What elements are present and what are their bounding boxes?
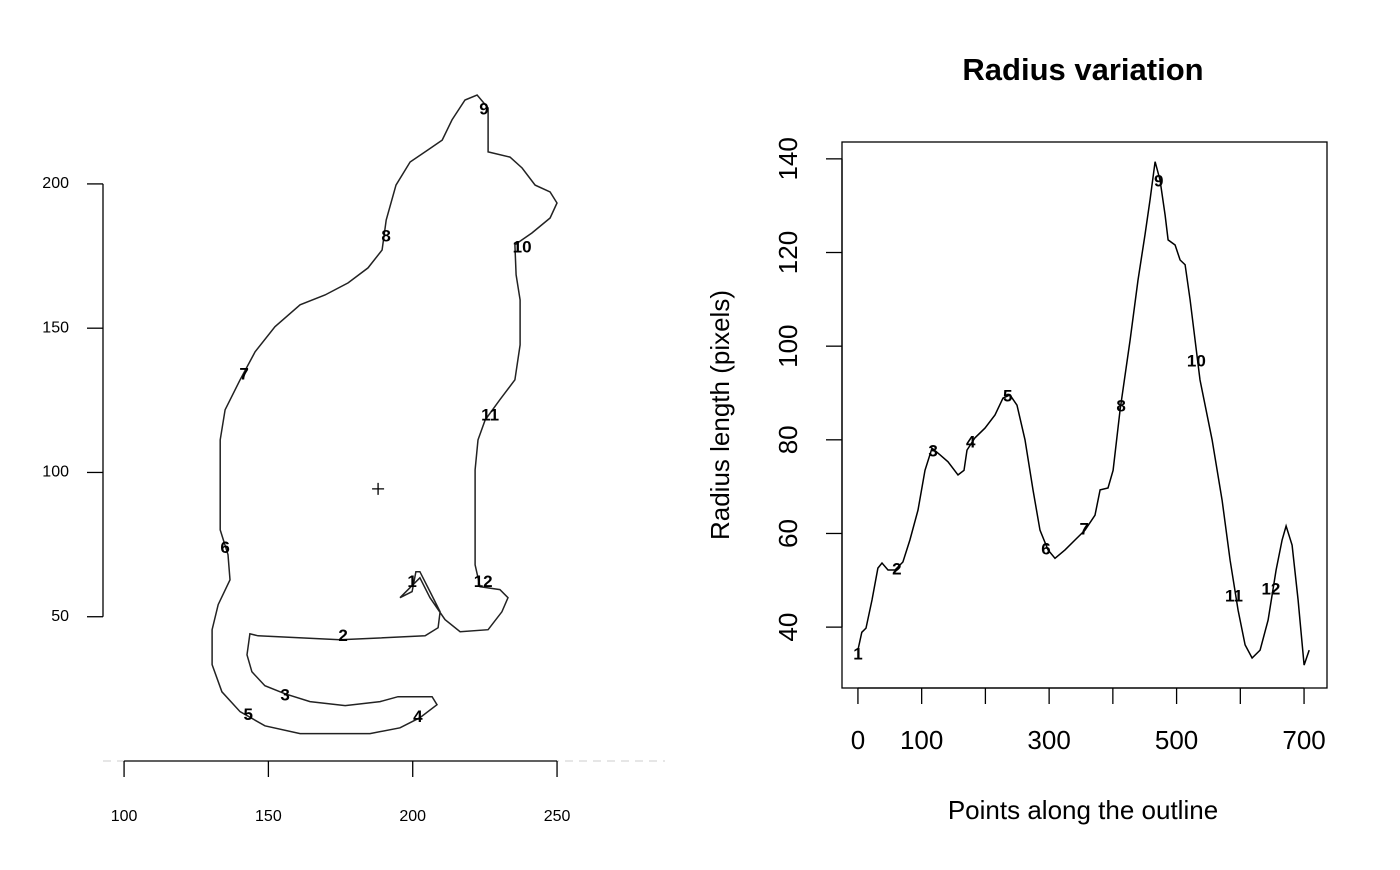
landmark-label: 11 [481, 405, 499, 424]
chart-title: Radius variation [962, 52, 1203, 87]
landmark-label: 7 [1079, 520, 1088, 539]
x-tick-label: 100 [900, 725, 943, 755]
x-tick-label: 200 [399, 808, 426, 825]
landmark-label: 11 [1225, 587, 1243, 606]
y-tick-label: 200 [42, 175, 69, 192]
landmark-label: 9 [479, 100, 488, 119]
x-tick-label: 100 [111, 808, 138, 825]
landmark-label: 8 [1116, 397, 1125, 416]
y-tick-label: 140 [773, 137, 803, 180]
y-tick-label: 60 [773, 519, 803, 548]
y-tick-label: 100 [42, 464, 69, 481]
y-tick-label: 150 [42, 319, 69, 336]
landmark-label: 5 [1003, 387, 1012, 406]
landmark-label: 8 [381, 226, 390, 245]
landmark-label: 10 [1187, 352, 1206, 371]
y-axis-label: Radius length (pixels) [705, 290, 735, 540]
x-tick-label: 700 [1282, 725, 1325, 755]
landmark-label: 10 [513, 237, 532, 256]
landmark-label: 2 [338, 626, 347, 645]
landmark-label: 6 [1041, 539, 1050, 558]
centroid [372, 482, 385, 495]
landmark-label: 4 [966, 433, 976, 452]
landmark-label: 7 [239, 364, 248, 383]
x-tick-label: 150 [255, 808, 282, 825]
landmark-label: 12 [474, 572, 493, 591]
landmark-label: 4 [413, 707, 423, 726]
landmark-label: 1 [407, 572, 416, 591]
landmark-label: 3 [280, 685, 289, 704]
landmark-label: 1 [853, 645, 862, 664]
landmark-label: 2 [892, 559, 901, 578]
landmark-label: 3 [928, 441, 937, 460]
x-axis-label: Points along the outline [948, 795, 1218, 825]
y-tick-label: 50 [51, 608, 69, 625]
landmark-label: 12 [1261, 580, 1280, 599]
x-tick-label: 300 [1027, 725, 1070, 755]
landmark-label: 5 [243, 705, 252, 724]
x-tick-label: 500 [1155, 725, 1198, 755]
x-tick-label: 0 [851, 725, 865, 755]
landmark-label: 9 [1154, 171, 1163, 190]
x-tick-label: 250 [544, 808, 571, 825]
y-tick-label: 80 [773, 425, 803, 454]
y-tick-label: 40 [773, 613, 803, 642]
outline-path [211, 94, 558, 735]
y-tick-label: 100 [773, 324, 803, 367]
radius-line [857, 161, 1310, 666]
landmark-label: 6 [220, 538, 229, 557]
y-tick-label: 120 [773, 231, 803, 274]
